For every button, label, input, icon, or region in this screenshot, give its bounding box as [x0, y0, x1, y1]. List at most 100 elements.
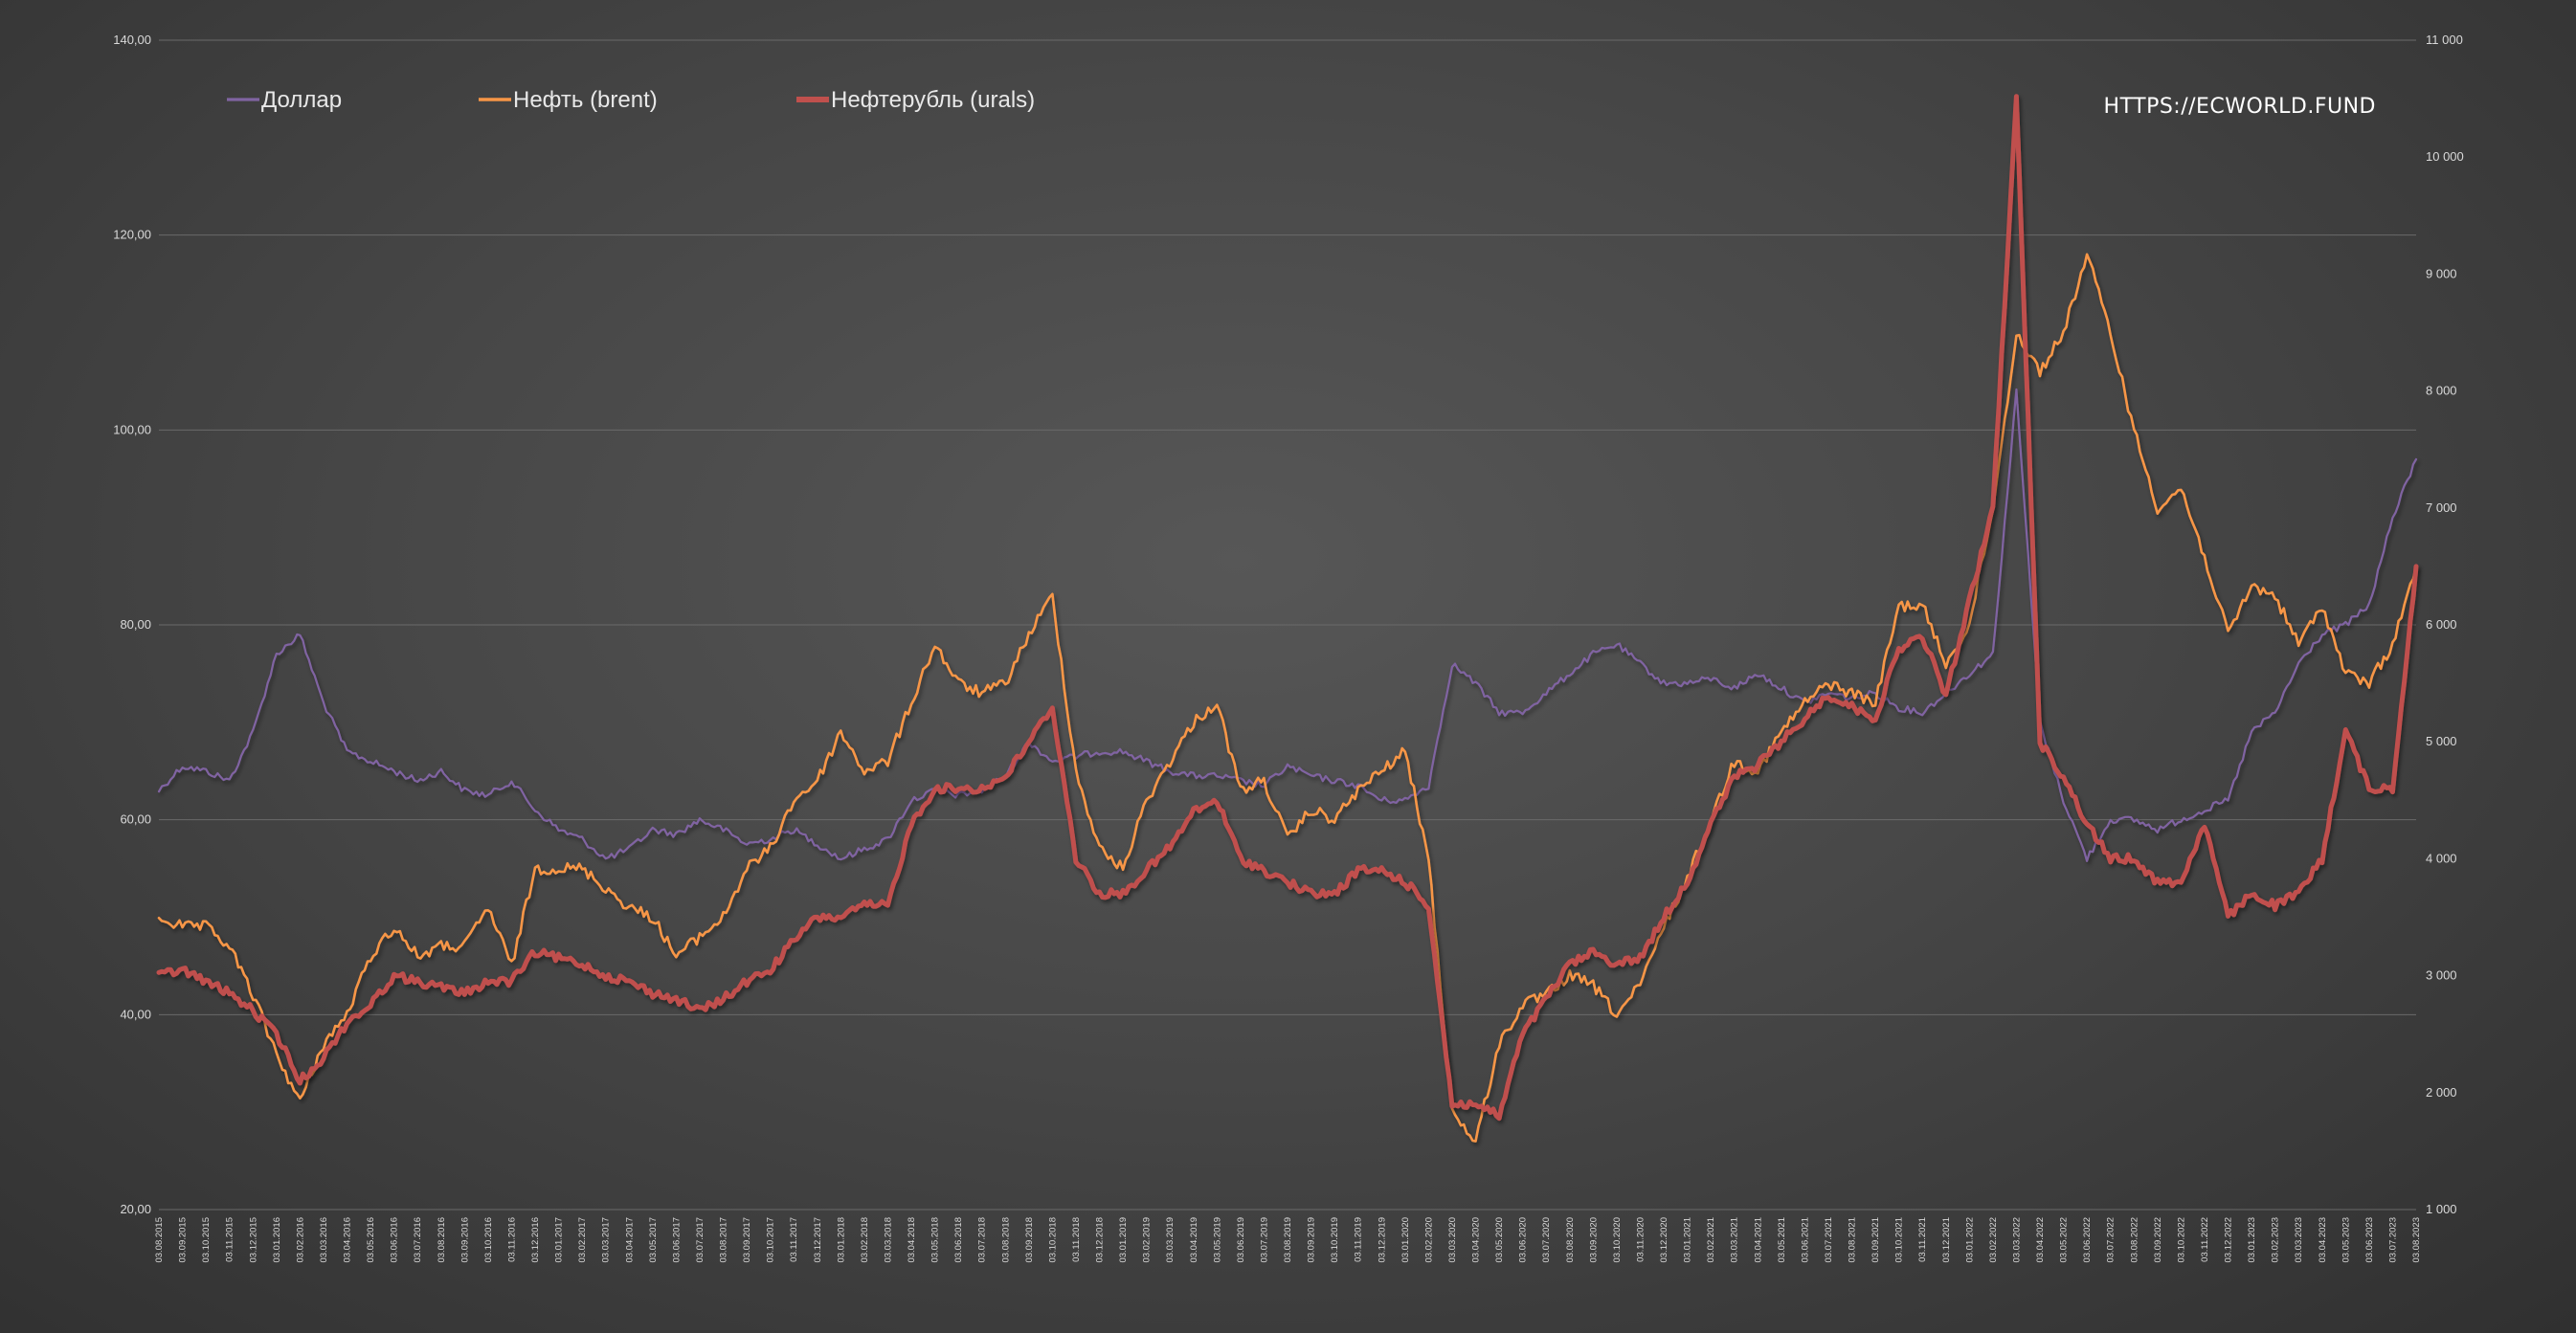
- x-tick-label: 03.07.2017: [695, 1217, 706, 1263]
- x-tick-label: 03.12.2019: [1377, 1217, 1387, 1263]
- x-tick-label: 03.10.2020: [1612, 1217, 1623, 1263]
- y-left-tick-label: 140,00: [113, 33, 151, 47]
- x-tick-label: 03.07.2023: [2387, 1217, 2398, 1263]
- y-right-tick-label: 2 000: [2426, 1085, 2457, 1100]
- x-tick-label: 03.03.2022: [2011, 1217, 2022, 1263]
- x-tick-label: 03.05.2016: [366, 1217, 376, 1263]
- x-tick-label: 03.11.2021: [1917, 1217, 1928, 1262]
- x-tick-label: 03.01.2023: [2247, 1217, 2257, 1263]
- y-right-tick-label: 9 000: [2426, 266, 2457, 280]
- x-tick-label: 03.06.2023: [2364, 1217, 2375, 1263]
- y-right-tick-label: 10 000: [2426, 149, 2464, 164]
- x-tick-label: 03.04.2019: [1189, 1217, 1199, 1263]
- x-tick-label: 03.02.2018: [860, 1217, 870, 1263]
- x-tick-label: 03.11.2019: [1354, 1217, 1364, 1262]
- x-tick-label: 03.05.2021: [1777, 1217, 1787, 1263]
- x-tick-label: 03.12.2021: [1941, 1217, 1952, 1263]
- x-tick-label: 03.09.2021: [1870, 1217, 1881, 1263]
- x-tick-label: 03.03.2016: [319, 1217, 329, 1263]
- x-tick-label: 03.05.2022: [2059, 1217, 2070, 1263]
- gridlines: [159, 39, 2416, 1211]
- x-tick-label: 03.07.2022: [2106, 1217, 2117, 1263]
- x-tick-label: 03.10.2015: [201, 1217, 212, 1263]
- x-tick-label: 03.04.2017: [624, 1217, 635, 1263]
- x-tick-label: 03.05.2019: [1212, 1217, 1222, 1263]
- right-axis: 1 000 2 000 3 000 4 000 5 000 6 000 7 000 8 000…: [2426, 33, 2464, 1216]
- x-tick-label: 03.06.2018: [953, 1217, 964, 1263]
- x-tick-label: 03.09.2019: [1307, 1217, 1317, 1263]
- x-tick-label: 03.10.2022: [2176, 1217, 2186, 1263]
- x-tick-label: 03.03.2021: [1730, 1217, 1740, 1263]
- x-tick-label: 03.02.2016: [295, 1217, 305, 1263]
- legend-item: Нефть (brent): [479, 87, 658, 113]
- x-tick-label: 03.06.2016: [390, 1217, 400, 1263]
- x-tick-label: 03.08.2018: [1000, 1217, 1011, 1263]
- x-tick-label: 03.02.2022: [1988, 1217, 1999, 1263]
- x-tick-label: 03.08.2015: [154, 1217, 165, 1263]
- x-tick-label: 03.04.2016: [343, 1217, 353, 1263]
- x-tick-label: 03.07.2018: [977, 1217, 988, 1263]
- x-tick-label: 03.08.2022: [2129, 1217, 2139, 1263]
- y-left-tick-label: 80,00: [120, 617, 151, 632]
- y-right-tick-label: 8 000: [2426, 384, 2457, 398]
- x-tick-label: 03.07.2020: [1541, 1217, 1552, 1263]
- x-tick-label: 03.04.2018: [907, 1217, 917, 1263]
- x-tick-label: 03.06.2021: [1800, 1217, 1810, 1263]
- x-tick-label: 03.07.2016: [413, 1217, 423, 1263]
- x-tick-label: 03.01.2019: [1118, 1217, 1129, 1263]
- x-tick-label: 03.03.2018: [883, 1217, 893, 1263]
- x-tick-label: 03.03.2017: [601, 1217, 612, 1263]
- x-tick-label: 03.05.2020: [1494, 1217, 1505, 1263]
- x-tick-label: 03.06.2020: [1518, 1217, 1529, 1263]
- legend: Доллар Нефть (brent) Нефтерубль (urals): [227, 87, 1035, 113]
- x-tick-label: 03.12.2022: [2224, 1217, 2234, 1263]
- legend-label: Нефть (brent): [513, 87, 658, 113]
- x-tick-label: 03.12.2016: [530, 1217, 541, 1263]
- series-line-2: [157, 253, 2418, 1143]
- y-right-tick-label: 1 000: [2426, 1202, 2457, 1216]
- x-tick-label: 03.06.2022: [2082, 1217, 2093, 1263]
- x-tick-label: 03.07.2021: [1824, 1217, 1834, 1263]
- x-axis: 03.08.2015 03.09.2015 03.10.2015 03.11.2015…: [154, 1217, 2422, 1263]
- x-tick-label: 03.01.2018: [836, 1217, 846, 1263]
- y-right-tick-label: 4 000: [2426, 851, 2457, 865]
- x-tick-label: 03.04.2020: [1471, 1217, 1482, 1263]
- x-tick-label: 03.03.2019: [1165, 1217, 1176, 1263]
- x-tick-label: 03.12.2015: [248, 1217, 258, 1263]
- x-tick-label: 03.01.2016: [272, 1217, 282, 1263]
- x-tick-label: 03.09.2020: [1588, 1217, 1599, 1263]
- y-right-tick-label: 3 000: [2426, 968, 2457, 983]
- x-tick-label: 03.09.2016: [459, 1217, 470, 1263]
- y-left-tick-label: 100,00: [113, 422, 151, 436]
- x-tick-label: 03.11.2020: [1635, 1217, 1646, 1262]
- y-left-tick-label: 40,00: [120, 1007, 151, 1021]
- x-tick-label: 03.08.2020: [1565, 1217, 1576, 1263]
- x-tick-label: 03.05.2017: [648, 1217, 659, 1263]
- series-line-3: [156, 94, 2419, 1122]
- x-tick-label: 03.09.2017: [742, 1217, 752, 1263]
- y-left-tick-label: 60,00: [120, 812, 151, 827]
- x-tick-label: 03.01.2021: [1683, 1217, 1693, 1263]
- x-tick-label: 03.11.2015: [225, 1217, 235, 1262]
- watermark-text: HTTPS://ECWORLD.FUND: [2104, 95, 2376, 119]
- x-tick-label: 03.08.2023: [2411, 1217, 2422, 1263]
- left-axis: 20,00 40,00 60,00 80,00 100,00 120,00 140,00: [113, 33, 151, 1216]
- x-tick-label: 03.06.2017: [671, 1217, 682, 1263]
- x-tick-label: 03.08.2021: [1848, 1217, 1858, 1263]
- x-tick-label: 03.10.2016: [483, 1217, 494, 1263]
- x-tick-label: 03.08.2019: [1283, 1217, 1293, 1263]
- x-tick-label: 03.10.2019: [1330, 1217, 1340, 1263]
- x-tick-label: 03.09.2015: [178, 1217, 189, 1263]
- x-tick-label: 03.09.2022: [2153, 1217, 2163, 1263]
- x-tick-label: 03.04.2023: [2318, 1217, 2328, 1263]
- y-left-tick-label: 120,00: [113, 228, 151, 242]
- x-tick-label: 03.02.2021: [1706, 1217, 1716, 1263]
- x-tick-label: 03.12.2018: [1095, 1217, 1106, 1263]
- x-tick-label: 03.01.2017: [554, 1217, 565, 1263]
- y-left-tick-label: 20,00: [120, 1202, 151, 1216]
- x-tick-label: 03.06.2019: [1236, 1217, 1246, 1263]
- x-tick-label: 03.02.2023: [2271, 1217, 2281, 1263]
- y-right-tick-label: 11 000: [2426, 33, 2463, 47]
- x-tick-label: 03.01.2020: [1400, 1217, 1411, 1263]
- x-tick-label: 03.01.2022: [1964, 1217, 1975, 1263]
